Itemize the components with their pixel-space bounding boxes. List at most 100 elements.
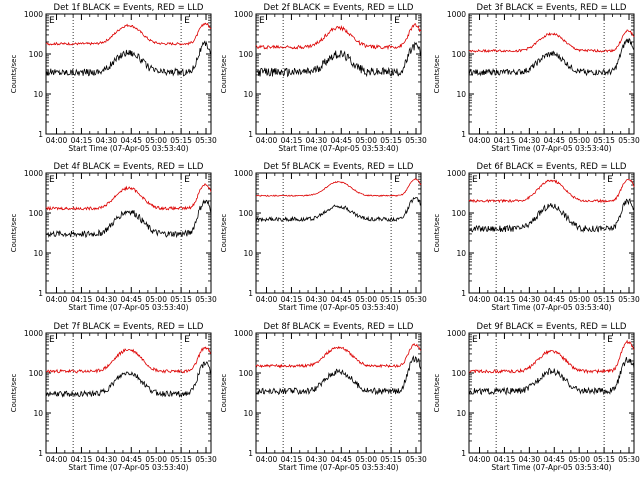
x-tick-label: 05:30 [618,455,640,464]
events-series-line [255,355,422,396]
y-axis-label: Counts/sec [220,55,228,94]
x-tick-label: 04:45 [330,295,352,304]
plot-frame [255,13,422,135]
x-axis-label: Start Time (07-Apr-05 03:53:40) [68,463,188,472]
y-tick-label: 1 [38,130,43,139]
x-tick-label: 04:00 [469,295,491,304]
events-series-line [45,40,212,77]
y-tick-label: 100 [452,369,467,378]
lld-series-line [468,339,635,375]
x-tick-label: 04:00 [256,295,278,304]
x-tick-label: 04:45 [120,295,142,304]
events-series-line [468,357,635,396]
panel-title: Det 5f BLACK = Events, RED = LLD [264,162,414,172]
lld-series-line [255,177,422,197]
x-tick-label: 04:30 [519,136,541,145]
x-tick-label: 04:45 [120,136,142,145]
panel-title: Det 7f BLACK = Events, RED = LLD [54,322,204,332]
x-tick-label: 05:15 [593,295,615,304]
y-tick-label: 1 [38,289,43,298]
y-tick-label: 10 [33,249,43,258]
x-tick-label: 05:15 [170,136,192,145]
y-tick-label: 100 [29,209,44,218]
y-tick-label: 1000 [447,10,466,19]
x-tick-label: 04:00 [256,455,278,464]
x-tick-label: 05:00 [568,136,590,145]
flag-label: E [472,175,478,185]
x-tick-label: 04:30 [519,455,541,464]
x-tick-label: 04:45 [330,455,352,464]
x-tick-label: 05:15 [170,455,192,464]
x-tick-label: 05:00 [145,295,167,304]
plot-frame [45,332,212,454]
y-tick-label: 1 [248,449,253,458]
events-series-line [45,361,212,398]
x-tick-label: 05:30 [195,136,217,145]
lld-series-line [468,178,635,204]
plot-frame [468,172,635,294]
x-tick-label: 05:00 [355,295,377,304]
x-tick-label: 04:30 [519,295,541,304]
y-tick-label: 100 [239,50,254,59]
lld-series-line [255,342,422,369]
y-tick-label: 10 [456,249,466,258]
y-tick-label: 100 [239,209,254,218]
panel-3: Det 3f BLACK = Events, RED = LLD 1 10 100 10… [433,3,640,153]
flag-label: E [184,175,190,185]
x-tick-label: 05:00 [355,455,377,464]
x-axis-label: Start Time (07-Apr-05 03:53:40) [278,144,398,153]
x-tick-label: 05:00 [355,136,377,145]
x-tick-label: 05:00 [568,455,590,464]
y-axis-label: Counts/sec [10,55,18,94]
x-axis-label: Start Time (07-Apr-05 03:53:40) [491,463,611,472]
y-axis-label: Counts/sec [433,374,441,413]
x-tick-label: 04:15 [494,455,516,464]
flag-label: E [607,175,613,185]
y-tick-label: 1000 [234,169,253,178]
x-tick-label: 04:00 [256,136,278,145]
x-tick-label: 05:30 [195,455,217,464]
y-tick-label: 10 [456,409,466,418]
x-tick-label: 05:00 [568,295,590,304]
y-axis-label: Counts/sec [10,374,18,413]
panel-7: Det 7f BLACK = Events, RED = LLD 1 10 100 10… [10,322,217,472]
y-tick-label: 10 [243,90,253,99]
panel-2: Det 2f BLACK = Events, RED = LLD 1 10 100 10… [220,3,427,153]
x-tick-label: 04:45 [543,295,565,304]
flag-label: E [49,175,55,185]
plot-frame [468,13,635,135]
plot-frame [255,172,422,294]
panel-1: Det 1f BLACK = Events, RED = LLD 1 10 100 10… [10,3,217,153]
y-tick-label: 100 [29,50,44,59]
y-tick-label: 1000 [234,10,253,19]
panel-8: Det 8f BLACK = Events, RED = LLD 1 10 100 10… [220,322,427,472]
y-tick-label: 10 [243,409,253,418]
x-tick-label: 05:15 [593,136,615,145]
x-tick-label: 05:15 [170,295,192,304]
y-tick-label: 1 [461,130,466,139]
x-tick-label: 04:45 [330,136,352,145]
x-tick-label: 04:30 [96,455,118,464]
plot-frame [255,332,422,454]
lld-series-line [45,22,212,46]
x-tick-label: 05:30 [405,455,427,464]
x-tick-label: 04:15 [71,455,93,464]
x-tick-label: 05:15 [380,455,402,464]
panel-title: Det 9f BLACK = Events, RED = LLD [477,322,627,332]
x-tick-label: 04:00 [469,136,491,145]
events-series-line [255,197,422,223]
x-tick-label: 04:15 [71,136,93,145]
x-tick-label: 04:00 [469,455,491,464]
flag-label: E [394,16,400,26]
flag-label: E [49,335,55,345]
x-tick-label: 04:15 [281,136,303,145]
y-tick-label: 10 [243,249,253,258]
x-tick-label: 05:00 [145,455,167,464]
lld-series-line [45,346,212,374]
y-tick-label: 1000 [447,329,466,338]
y-tick-label: 100 [239,369,254,378]
y-tick-label: 100 [452,209,467,218]
panel-title: Det 3f BLACK = Events, RED = LLD [477,3,627,13]
x-axis-label: Start Time (07-Apr-05 03:53:40) [68,144,188,153]
